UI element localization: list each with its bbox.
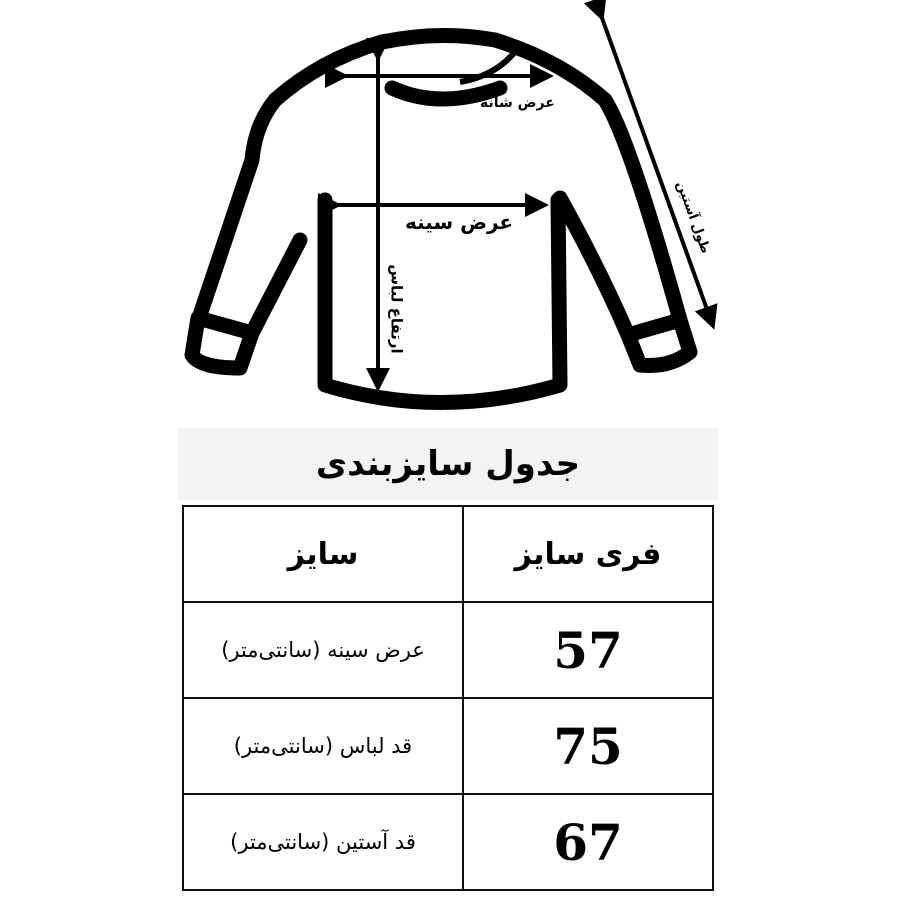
table-title-band: جدول سایزبندی bbox=[178, 428, 718, 500]
header-free-size: فری سایز bbox=[462, 505, 714, 603]
row-value: 75 bbox=[462, 697, 714, 795]
right-shoulder bbox=[487, 32, 688, 328]
right-inner-sleeve bbox=[552, 190, 636, 343]
row-label: عرض سینه (سانتی‌متر) bbox=[182, 601, 464, 699]
shoulder-width-label: عرض شانه bbox=[480, 95, 555, 111]
sweater-outline bbox=[192, 34, 390, 323]
collar bbox=[374, 27, 503, 50]
row-label: قد آستین (سانتی‌متر) bbox=[182, 793, 464, 891]
left-cuff bbox=[184, 310, 260, 376]
table-header-row: سایز فری سایز bbox=[182, 505, 714, 603]
table-title: جدول سایزبندی bbox=[315, 444, 581, 484]
header-size: سایز bbox=[182, 505, 464, 603]
table-row: قد لباس (سانتی‌متر) 75 bbox=[182, 697, 714, 795]
left-inner-sleeve bbox=[244, 232, 308, 341]
table-row: قد آستین (سانتی‌متر) 67 bbox=[182, 793, 714, 891]
garment-height-label: ارتفاع لباس bbox=[387, 264, 406, 354]
table-row: عرض سینه (سانتی‌متر) 57 bbox=[182, 601, 714, 699]
sleeve-arrow bbox=[583, 0, 718, 330]
size-table: سایز فری سایز عرض سینه (سانتی‌متر) 57 قد… bbox=[182, 505, 714, 891]
row-label: قد لباس (سانتی‌متر) bbox=[182, 697, 464, 795]
neckline bbox=[384, 80, 508, 107]
row-value: 57 bbox=[462, 601, 714, 699]
right-cuff bbox=[620, 312, 698, 373]
chest-width-label: عرض سینه bbox=[405, 210, 514, 234]
row-value: 67 bbox=[462, 793, 714, 891]
body-left-side bbox=[317, 192, 568, 410]
sweater-diagram bbox=[184, 0, 718, 410]
